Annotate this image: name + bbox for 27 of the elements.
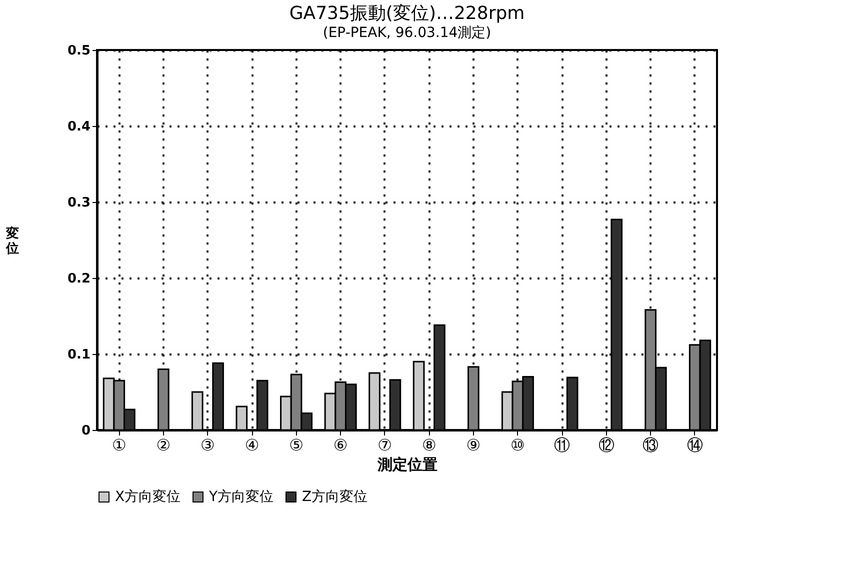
- x-tick-label: ④: [244, 436, 260, 454]
- y-tick-label: 0: [81, 424, 90, 438]
- x-tick-label: ⑥: [333, 436, 348, 454]
- y-tick-label: 0.4: [67, 120, 90, 134]
- x-tick-label: ⑤: [289, 436, 304, 454]
- y-axis-title: 変位: [4, 226, 19, 256]
- y-tick-label: 0.2: [67, 272, 90, 286]
- x-tick-label: ②: [156, 436, 171, 454]
- x-tick-label: ③: [200, 436, 215, 454]
- x-tick-label: ⑭: [686, 436, 703, 454]
- y-tick-label: 0.3: [67, 196, 90, 210]
- chart-subtitle: (EP-PEAK, 96.03.14測定): [322, 25, 492, 41]
- x-tick-label: ⑩: [510, 436, 525, 454]
- legend-label: Z方向変位: [302, 489, 368, 505]
- x-tick-label: ⑦: [378, 436, 392, 454]
- legend-label: X方向変位: [115, 489, 181, 505]
- x-axis-title: 測定位置: [376, 456, 438, 474]
- x-tick-label: ⑪: [554, 436, 570, 454]
- chart-title: GA735振動(変位)…228rpm: [289, 3, 525, 24]
- x-tick-label: ⑧: [422, 436, 436, 454]
- legend-label: Y方向変位: [208, 489, 274, 505]
- y-tick-label: 0.1: [67, 348, 90, 362]
- x-tick-label: ①: [112, 436, 126, 454]
- x-tick-label: ⑫: [598, 436, 614, 454]
- x-tick-label: ⑨: [466, 436, 481, 454]
- y-tick-label: 0.5: [67, 44, 90, 58]
- x-tick-label: ⑬: [642, 436, 659, 454]
